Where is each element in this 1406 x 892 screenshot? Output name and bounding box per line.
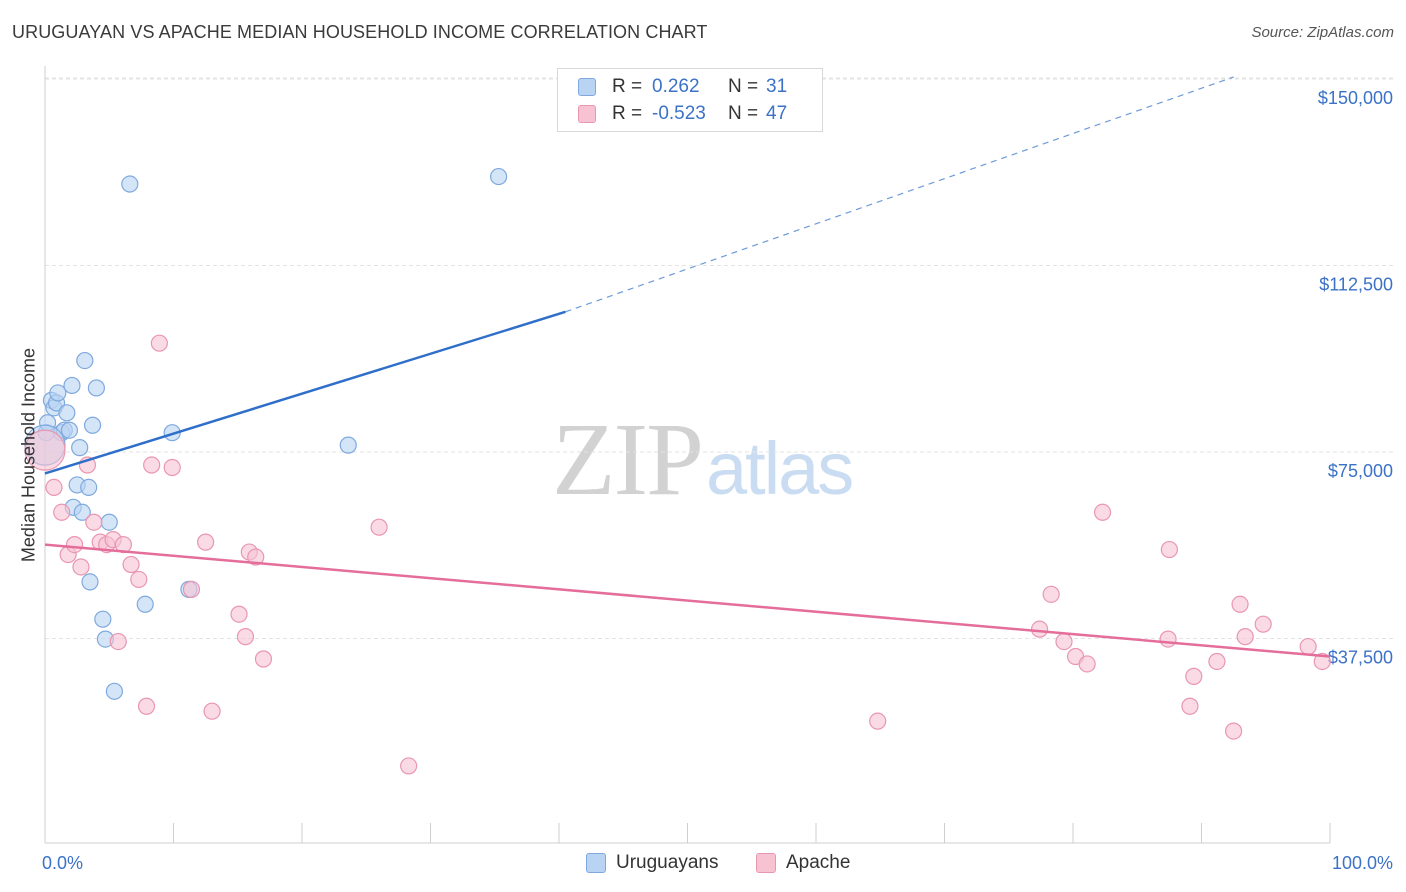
- uruguayans-point: [83, 416, 102, 434]
- y-tick-label: $75,000: [1328, 461, 1393, 481]
- apache-point: [197, 533, 215, 551]
- apache-point: [1030, 620, 1049, 638]
- legend-n-value: 47: [766, 103, 788, 124]
- apache-point: [137, 697, 156, 715]
- series-legend: Uruguayans Apache: [0, 852, 1406, 878]
- apache-point: [400, 757, 418, 775]
- legend-item-uruguayans: Uruguayans: [586, 852, 718, 874]
- y-tick-label: $150,000: [1318, 88, 1393, 108]
- apache-point: [1208, 652, 1226, 671]
- legend-label-uruguayans: Uruguayans: [616, 852, 719, 873]
- legend-row-uruguayans: R = 0.262 N = 31: [578, 75, 787, 99]
- y-tick-label: $37,500: [1328, 648, 1393, 668]
- uruguayans-point: [76, 351, 94, 370]
- apache-point: [1231, 595, 1249, 613]
- apache-point: [247, 548, 265, 566]
- legend-swatch-uruguayans: [586, 853, 606, 873]
- y-tick-label: $112,500: [1319, 275, 1393, 295]
- apache-point: [24, 429, 66, 471]
- uruguayans-point: [63, 376, 81, 395]
- apache-point: [143, 456, 161, 474]
- uruguayans-point: [49, 384, 67, 402]
- legend-n-value: 31: [766, 76, 788, 97]
- legend-swatch-apache: [756, 853, 776, 873]
- uruguayans-point: [71, 439, 89, 457]
- apache-point: [1093, 503, 1112, 521]
- legend-n-label: N =: [728, 103, 759, 124]
- apache-point: [65, 535, 84, 554]
- apache-point: [1299, 637, 1317, 656]
- apache-point: [53, 503, 71, 521]
- apache-point: [1078, 655, 1096, 673]
- uruguayans-point: [490, 167, 508, 186]
- x-tick-label: 0.0%: [42, 853, 83, 873]
- apache-point: [1159, 630, 1177, 648]
- legend-r-label: R =: [612, 103, 643, 124]
- apache-point: [45, 478, 63, 497]
- apache-point: [109, 632, 127, 651]
- uruguayans-point: [105, 682, 123, 700]
- legend-swatch-uruguayans: [578, 78, 596, 96]
- apache-point: [254, 650, 273, 668]
- source-label: Source: ZipAtlas.com: [1251, 24, 1394, 41]
- chart-title: URUGUAYAN VS APACHE MEDIAN HOUSEHOLD INC…: [12, 22, 708, 42]
- apache-point: [1225, 722, 1243, 740]
- apache-point: [236, 628, 255, 646]
- apache-point: [1055, 632, 1073, 651]
- legend-swatch-apache: [578, 105, 596, 123]
- legend-r-value: 0.262: [652, 76, 700, 97]
- apache-point: [85, 513, 103, 531]
- uruguayans-point: [339, 436, 357, 454]
- uruguayans-point: [60, 421, 79, 439]
- apache-point: [1160, 540, 1178, 559]
- apache-point: [1236, 628, 1254, 646]
- uruguayans-point: [73, 503, 91, 521]
- legend-r-value: -0.523: [652, 103, 706, 124]
- x-tick-label: 100.0%: [1332, 853, 1393, 873]
- apache-point: [72, 558, 90, 576]
- apache-point: [1181, 697, 1199, 715]
- legend-n-label: N =: [728, 76, 759, 97]
- y-axis-title: Median Household Income: [18, 347, 39, 563]
- uruguayans-point: [80, 478, 98, 497]
- watermark-atlas: atlas: [706, 427, 854, 510]
- legend-item-apache: Apache: [756, 852, 850, 874]
- uruguayans-point: [58, 404, 76, 422]
- uruguayans-trend-extension: [565, 76, 1234, 313]
- uruguayans-point: [100, 513, 118, 531]
- uruguayans-trend-line: [44, 310, 566, 475]
- apache-point: [163, 458, 181, 477]
- apache-point: [122, 555, 140, 574]
- uruguayans-point: [121, 175, 139, 193]
- apache-point: [182, 580, 201, 598]
- uruguayans-point: [136, 595, 154, 613]
- legend-row-apache: R = -0.523 N = 47: [578, 102, 787, 126]
- apache-point: [130, 570, 148, 589]
- apache-point: [230, 605, 248, 623]
- apache-trend-line: [44, 543, 1331, 658]
- apache-point: [1313, 652, 1331, 671]
- legend-r-label: R =: [612, 76, 643, 97]
- apache-point: [869, 712, 887, 730]
- apache-point: [203, 702, 221, 720]
- apache-point: [150, 334, 168, 352]
- uruguayans-point: [94, 610, 112, 628]
- watermark-zip: ZIP: [552, 402, 704, 517]
- correlation-legend: R = 0.262 N = 31 R = -0.523 N = 47: [557, 68, 823, 132]
- legend-label-apache: Apache: [786, 852, 851, 873]
- uruguayans-point: [81, 573, 99, 591]
- apache-point: [1042, 585, 1060, 603]
- apache-point: [370, 518, 388, 536]
- apache-point: [1185, 667, 1203, 685]
- uruguayans-point: [87, 379, 106, 397]
- apache-point: [1254, 615, 1272, 633]
- watermark: ZIPatlas: [552, 400, 854, 519]
